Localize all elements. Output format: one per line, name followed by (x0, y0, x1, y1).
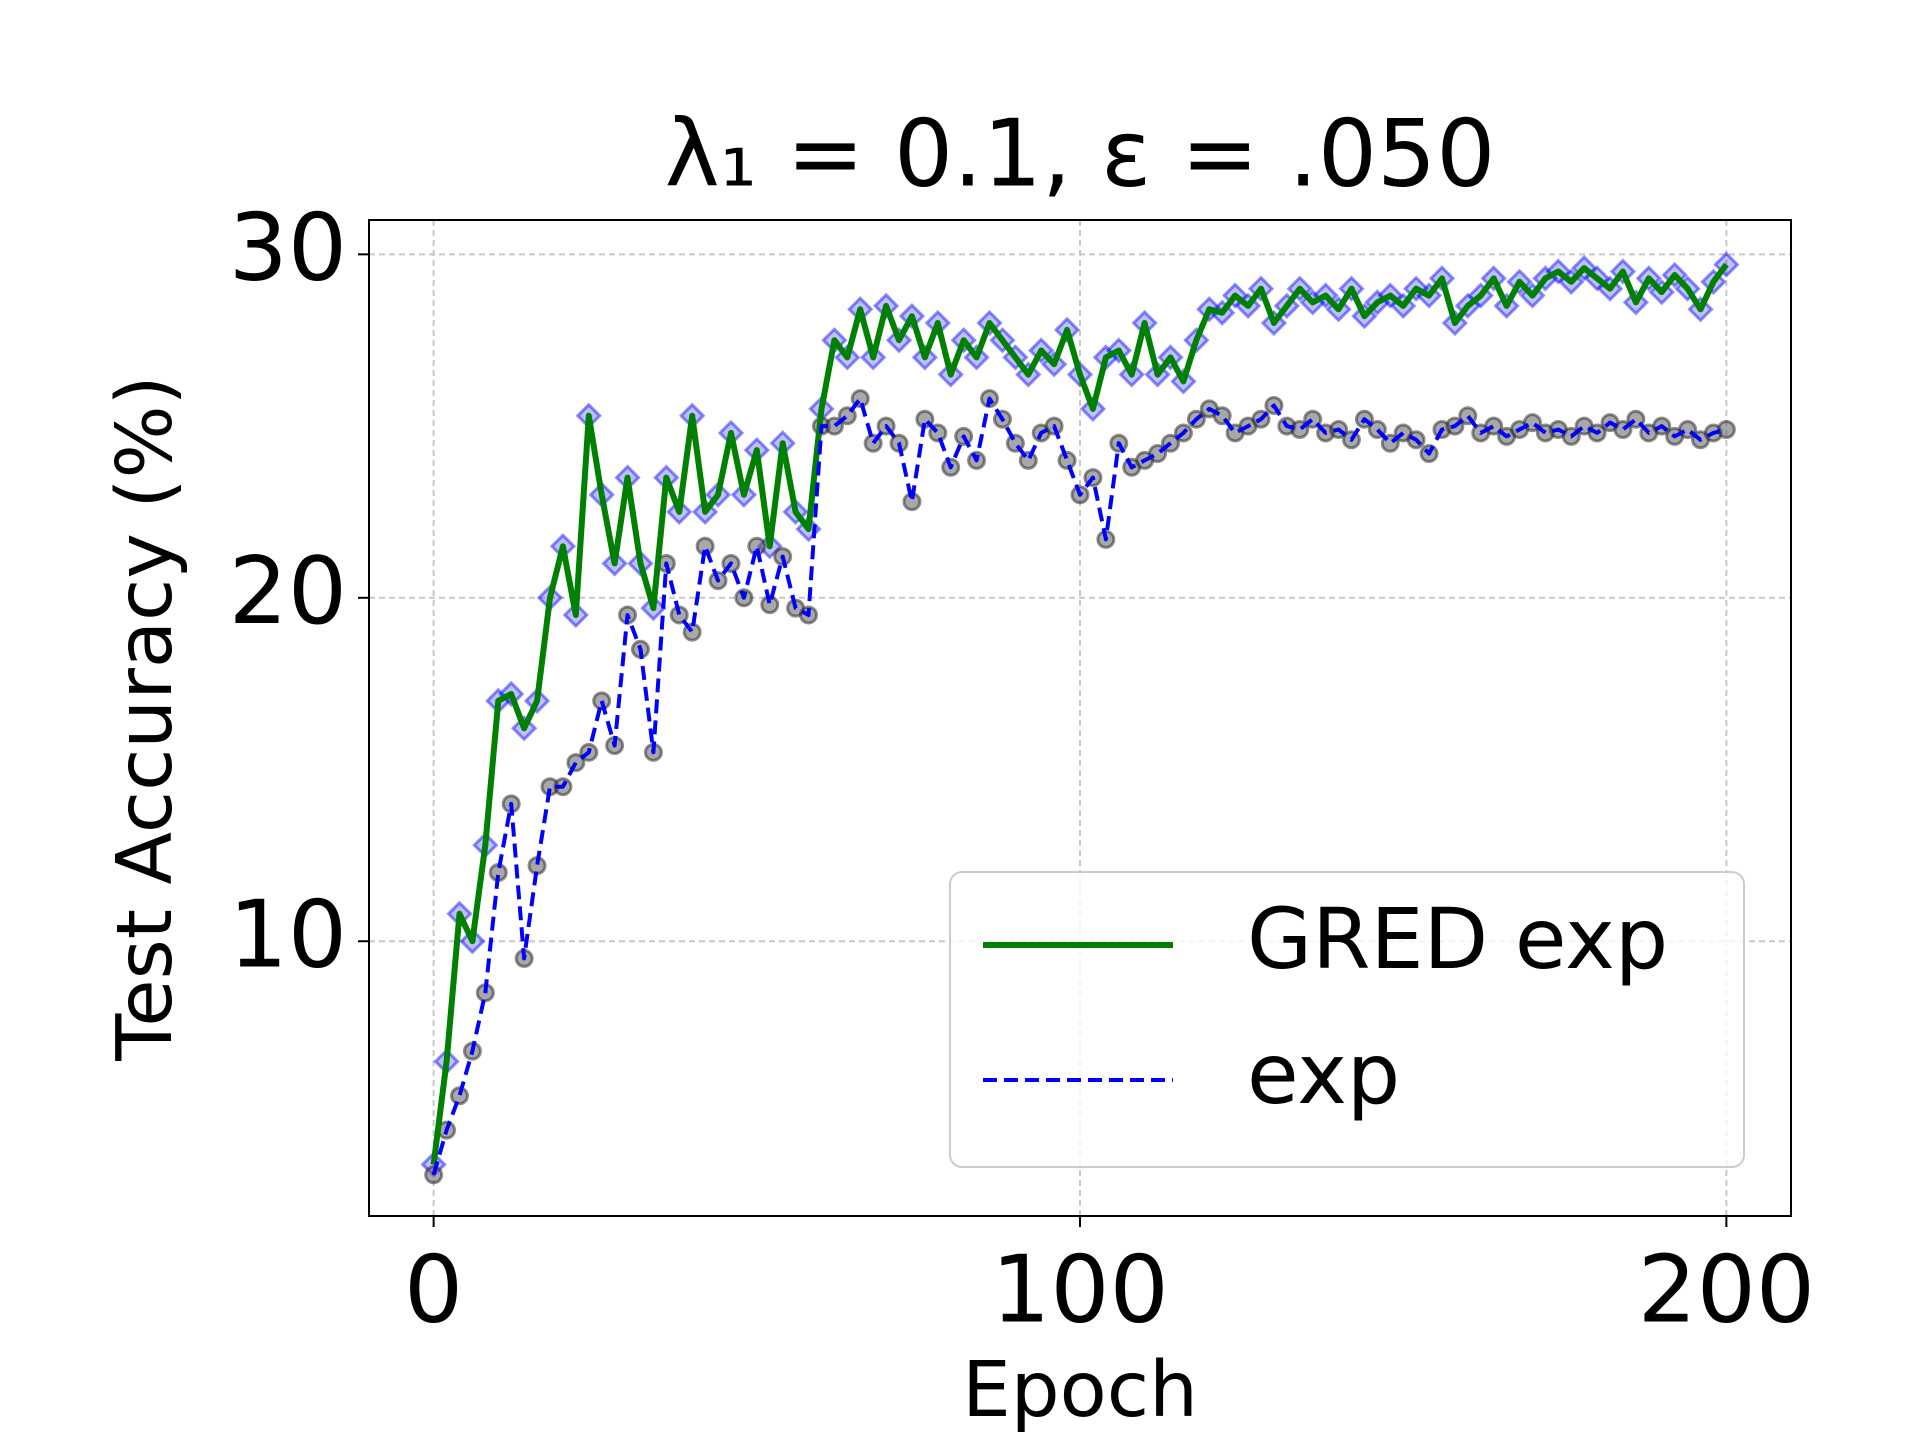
series-line (431, 396, 1727, 1176)
x-tick-label: 100 (991, 1235, 1169, 1343)
chart-title: λ₁ = 0.1, ε = .050 (665, 99, 1496, 207)
y-axis-label: Test Accuracy (%) (101, 375, 190, 1061)
plot-frame (368, 219, 1792, 1217)
marker (1057, 450, 1077, 470)
marker (1716, 420, 1736, 440)
x-tick-label: 200 (1638, 1235, 1816, 1343)
x-tick-label: 0 (404, 1235, 463, 1343)
x-axis-label: Epoch (962, 1346, 1198, 1435)
y-tick-label: 30 (229, 194, 347, 302)
legend-label: GRED exp (1247, 890, 1668, 988)
y-tick-label: 20 (229, 537, 347, 645)
series-line (430, 262, 1729, 1165)
marker (449, 1086, 469, 1106)
legend-label: exp (1247, 1025, 1400, 1123)
y-tick-label: 10 (229, 881, 347, 989)
